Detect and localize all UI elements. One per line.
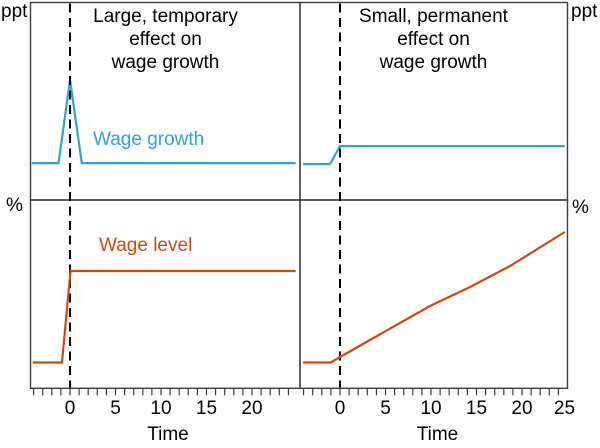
x-axis-tick-label: 15: [466, 398, 487, 419]
panel-bottom-right: 0 5 10 15 20 25: [299, 3, 575, 419]
panel-title-right: Small, permanent effect on wage growth: [359, 6, 508, 73]
x-axis-tick-label: 0: [65, 398, 76, 419]
unit-label-ppt-left: ppt: [1, 1, 28, 22]
unit-label-ppt-right: ppt: [571, 1, 598, 22]
x-axis-tick-label: 5: [380, 398, 391, 419]
series-wage-level: [303, 231, 566, 364]
x-axis-tick-label: 10: [150, 398, 171, 419]
unit-label-percent-right: %: [572, 197, 589, 218]
wage-growth-series-label: Wage growth: [93, 129, 205, 150]
xaxis-title-right: Time: [416, 424, 459, 445]
x-axis-tick-label: 25: [554, 398, 575, 419]
panel-frame: [299, 199, 569, 390]
x-axis-tick-label: 0: [335, 398, 346, 419]
wage-level-series-label: Wage level: [99, 235, 193, 256]
x-axis-tick-label: 5: [110, 398, 121, 419]
x-axis-tick-label: 10: [420, 398, 441, 419]
unit-label-percent-left: %: [6, 195, 23, 216]
series-wage-growth: [303, 145, 565, 166]
x-axis-tick-label: 20: [511, 398, 532, 419]
panel-title-left: Large, temporary effect on wage growth: [93, 6, 238, 73]
series-wage-level: [32, 269, 296, 364]
xaxis-title-left: Time: [147, 424, 189, 445]
x-axis-tick-label: 15: [196, 398, 217, 419]
x-axis-tick-label: 20: [241, 398, 262, 419]
